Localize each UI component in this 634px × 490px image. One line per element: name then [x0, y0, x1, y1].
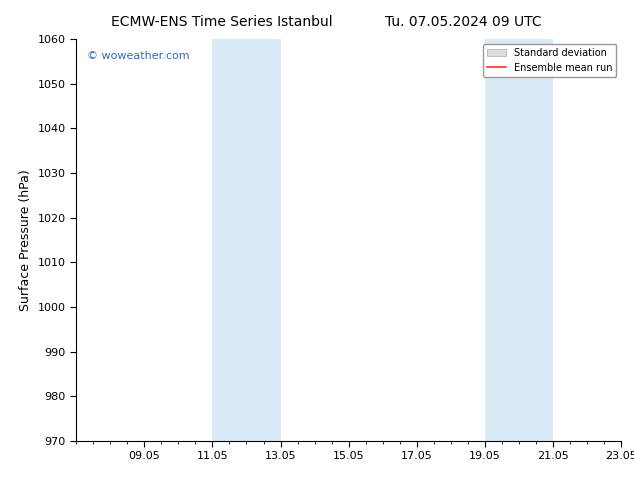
Bar: [485, 39, 553, 441]
Text: © woweather.com: © woweather.com: [87, 51, 190, 61]
Legend: Standard deviation, Ensemble mean run: Standard deviation, Ensemble mean run: [483, 44, 616, 77]
Y-axis label: Surface Pressure (hPa): Surface Pressure (hPa): [19, 169, 32, 311]
Text: ECMW-ENS Time Series Istanbul: ECMW-ENS Time Series Istanbul: [111, 15, 333, 29]
Text: Tu. 07.05.2024 09 UTC: Tu. 07.05.2024 09 UTC: [384, 15, 541, 29]
Bar: [212, 39, 280, 441]
